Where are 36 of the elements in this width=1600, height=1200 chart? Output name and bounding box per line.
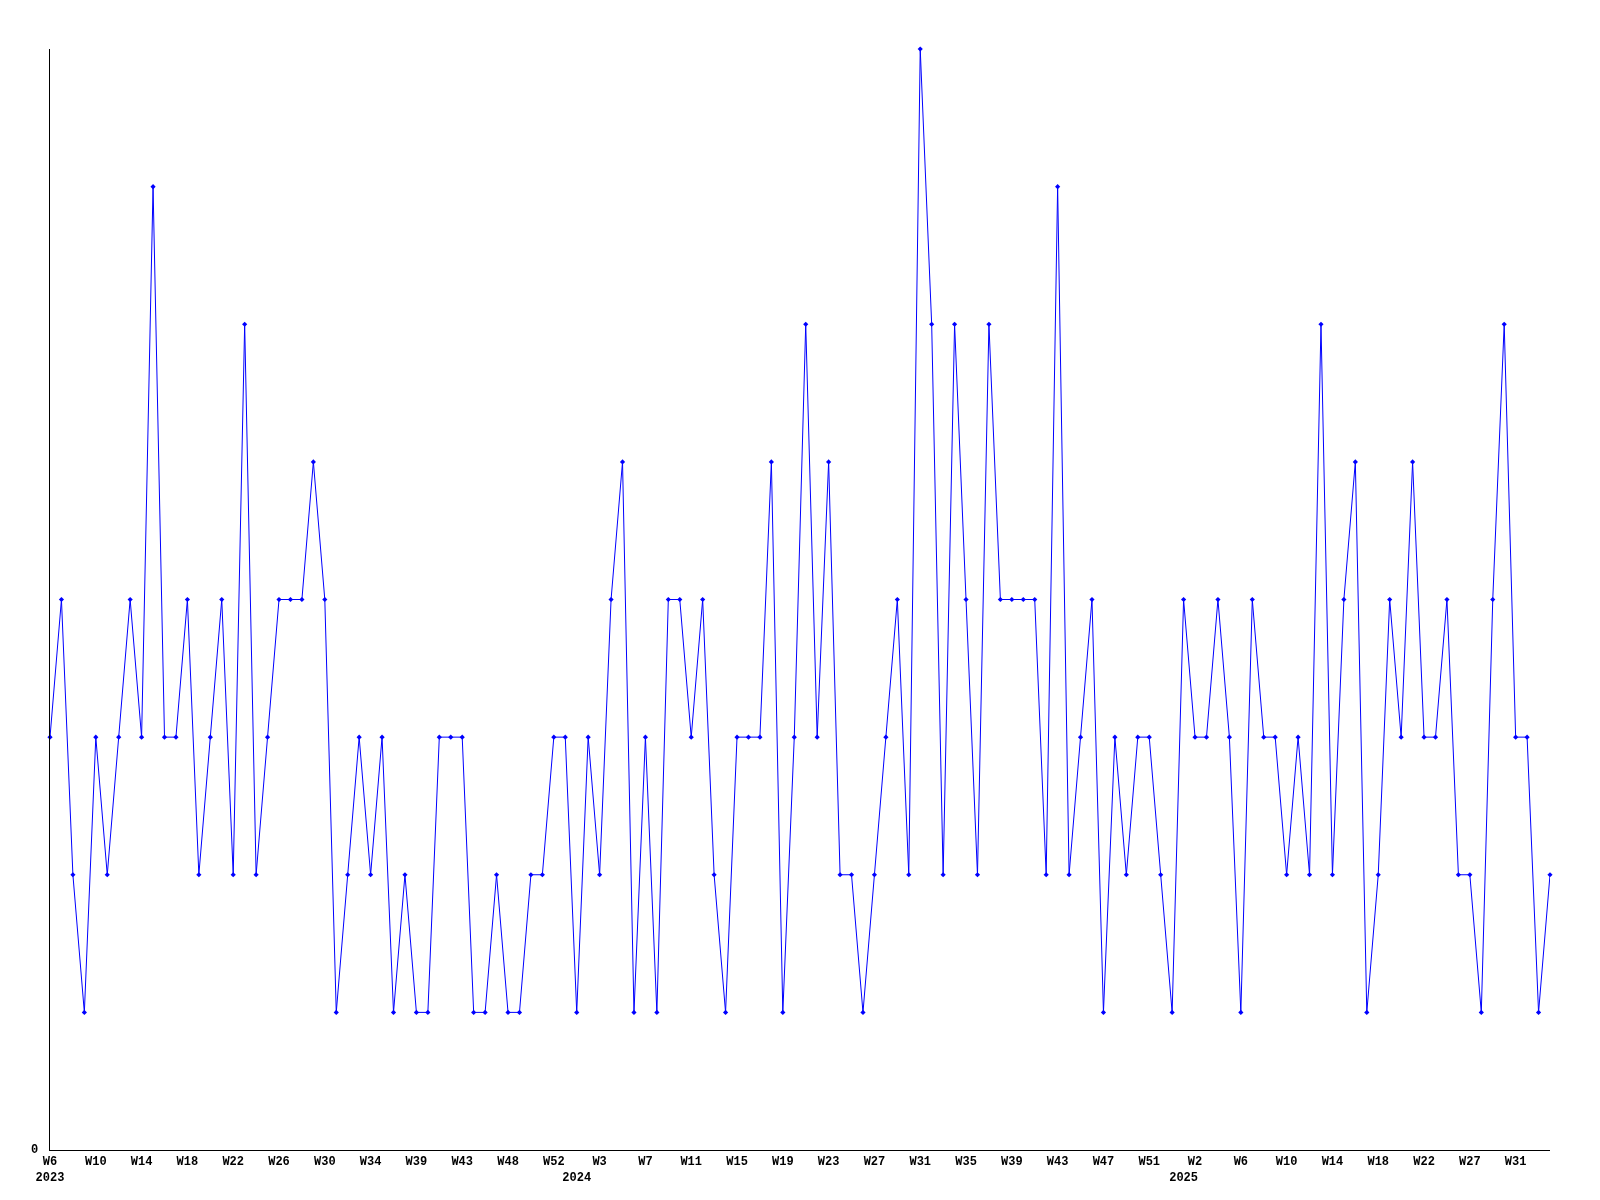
x-tick-label: W11 bbox=[680, 1155, 703, 1170]
x-tick-label: W22 bbox=[222, 1155, 245, 1170]
x-tick-label: W6 bbox=[1233, 1155, 1249, 1170]
x-tick-label: W3 bbox=[592, 1155, 607, 1170]
x-tick-label: W43 bbox=[1046, 1155, 1069, 1170]
x-tick-label: W27 bbox=[1459, 1155, 1481, 1170]
x-tick-label: W31 bbox=[1504, 1155, 1527, 1170]
x-tick-label: W47 bbox=[1092, 1155, 1115, 1170]
x-tick-label: W27 bbox=[863, 1155, 886, 1170]
x-tick-label: W15 bbox=[726, 1155, 748, 1170]
x-tick-label: W30 bbox=[314, 1155, 336, 1170]
x-tick-label: W19 bbox=[772, 1155, 794, 1170]
x-tick-label: W26 bbox=[268, 1155, 290, 1170]
x-tick-label: W35 bbox=[955, 1155, 977, 1170]
x-tick-label: W43 bbox=[451, 1155, 474, 1170]
x-tick-label: W51 bbox=[1138, 1155, 1161, 1170]
x-tick-label: W2 bbox=[1187, 1155, 1203, 1170]
x-tick-label: W18 bbox=[1367, 1155, 1390, 1170]
x-tick-label: W48 bbox=[497, 1155, 519, 1170]
x-tick-label: W39 bbox=[405, 1155, 428, 1170]
x-tick-label: W22 bbox=[1413, 1155, 1435, 1170]
x-tick-label: W31 bbox=[909, 1155, 932, 1170]
x-tick-label: 2024 bbox=[562, 1171, 592, 1185]
x-tick-label: W52 bbox=[543, 1155, 565, 1170]
x-tick-label: W10 bbox=[1275, 1155, 1298, 1170]
x-tick-label: W39 bbox=[1001, 1155, 1023, 1170]
x-tick-label: 2025 bbox=[1169, 1171, 1198, 1185]
x-tick-label: W6 2023 bbox=[35, 1155, 65, 1185]
x-tick-label: W34 bbox=[359, 1155, 382, 1170]
text: 0 bbox=[31, 1143, 39, 1157]
x-tick-label: W14 bbox=[1321, 1155, 1344, 1170]
x-tick-label: W7 bbox=[638, 1155, 653, 1170]
x-tick-label: W18 bbox=[176, 1155, 199, 1170]
x-tick-label: W14 bbox=[130, 1155, 153, 1170]
x-tick-label: W23 bbox=[817, 1155, 840, 1170]
x-tick-label: W10 bbox=[85, 1155, 107, 1170]
